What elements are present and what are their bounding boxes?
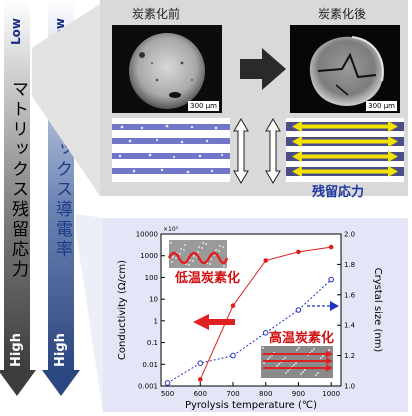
series-point-0: [263, 258, 269, 263]
y-right-axis-label: Crystal size (nm): [372, 268, 383, 353]
before-strip-4: [112, 168, 230, 174]
y-left-tick-label: 1: [154, 317, 158, 325]
low-temp-inset: [167, 240, 229, 268]
top-wedge-shape: [32, 4, 100, 196]
residual-stress-label: 残留応力: [312, 185, 365, 200]
series-point-0: [230, 303, 236, 308]
x-axis-label: Pyrolysis temperature (℃): [185, 400, 317, 411]
x-tick-label: 1000: [322, 390, 340, 398]
y-right-tick-label: 1.6: [344, 291, 356, 299]
after-micrograph-image: [290, 25, 400, 113]
series-point-1: [230, 352, 236, 359]
x-tick-label: 600: [194, 390, 207, 398]
series-point-1: [197, 360, 204, 366]
before-strip-2: [112, 138, 230, 144]
low-temp-label: 低温炭素化: [174, 270, 240, 286]
left-axis-pointer-arrow: [193, 314, 235, 330]
before-scale-bar: 300 μm: [188, 101, 219, 111]
y-right-tick-label: 1.2: [344, 352, 355, 360]
before-particles: [118, 124, 224, 174]
x-tick-label: 900: [292, 390, 305, 398]
y-right-tick-label: 2.0: [344, 231, 355, 239]
stress-axis-label: マトリックス残留応力: [8, 80, 28, 280]
after-micrograph: 300 μm: [290, 25, 400, 113]
y-left-tick-label: 1000: [140, 252, 158, 260]
after-title: 炭素化後: [318, 7, 367, 21]
series-point-1: [164, 380, 171, 386]
series-point-0: [197, 377, 203, 382]
right-axis-pointer-head: [330, 301, 339, 311]
after-stress-arrows: [292, 121, 398, 177]
before-micrograph-image: [112, 25, 222, 113]
conductivity-arrow-head: [42, 370, 80, 396]
stress-arrow-head: [0, 370, 36, 396]
series-point-0: [328, 244, 334, 250]
x-tick-label: 700: [226, 390, 239, 398]
y-left-tick-label: 100: [145, 274, 158, 282]
before-strip-3: [112, 153, 230, 159]
after-double-arrow: [265, 118, 281, 184]
carbonization-panel: 炭素化前 炭素化後 300 μm: [100, 0, 408, 200]
series-point-0: [296, 249, 301, 255]
inset-exponent: ×10³: [163, 226, 179, 233]
y-left-axis-label: Conductivity (Ω/cm): [117, 260, 128, 360]
high-temp-label: 高温炭素化: [269, 330, 334, 346]
conductivity-chart: 500 600 700 800 900 1000 10000 1000 100 10 1 0.1 0.0…: [117, 226, 383, 411]
series-point-1: [328, 276, 334, 283]
after-fiber-schematic: [286, 118, 404, 182]
y-left-tick-label: 0.1: [147, 339, 158, 347]
before-strip-1: [112, 124, 230, 130]
chart-panel: 500 600 700 800 900 1000 10000 1000 100 10 1 0.1 0.0…: [103, 218, 408, 412]
y-left-tick-label: 10000: [136, 231, 158, 239]
y-left-tick-label: 0.001: [138, 383, 158, 391]
y-right-tick-label: 1.8: [344, 261, 355, 269]
before-micrograph: 300 μm: [112, 25, 222, 113]
x-tick-label: 800: [259, 390, 272, 398]
transition-arrow-shape: [240, 48, 286, 90]
transition-arrow: [240, 48, 286, 90]
series-point-1: [295, 307, 302, 313]
y-left-tick-label: 10: [149, 296, 158, 304]
stress-arrow-shaft: [4, 0, 30, 370]
x-tick-label: 500: [161, 390, 174, 398]
before-double-arrow: [233, 118, 249, 184]
before-fiber-schematic: [112, 118, 230, 182]
y-left-tick-label: 0.01: [142, 361, 158, 369]
series-point-1: [262, 330, 269, 336]
high-temp-inset: [261, 346, 333, 378]
bottom-wedge-shape: [76, 214, 103, 412]
after-scale-bar: 300 μm: [366, 101, 397, 111]
before-title: 炭素化前: [132, 7, 181, 21]
y-right-tick-label: 1.4: [344, 322, 356, 330]
y-right-tick-label: 1.0: [344, 383, 355, 391]
